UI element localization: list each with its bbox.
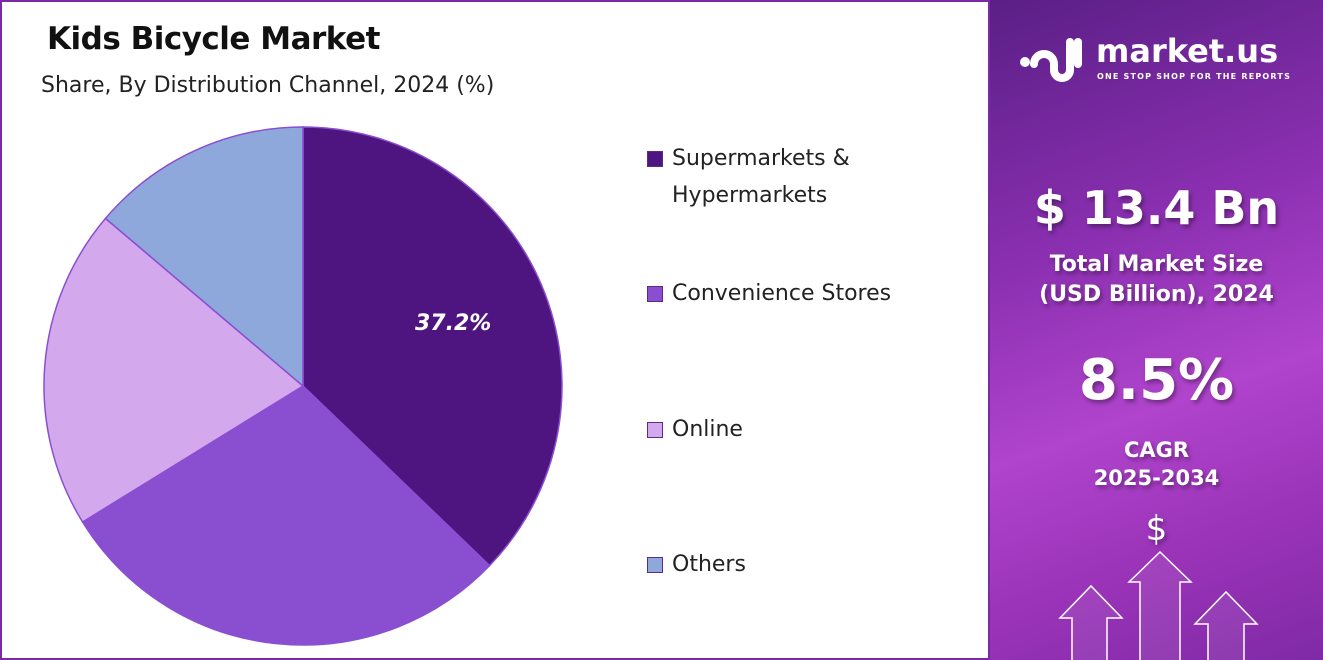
- cagr-period: 2025-2034: [1093, 466, 1220, 490]
- legend-item: Convenience Stores: [647, 275, 972, 312]
- chart-panel: Kids Bicycle Market Share, By Distributi…: [0, 0, 990, 660]
- chart-title: Kids Bicycle Market: [47, 21, 380, 57]
- pie-chart: 37.2%: [43, 126, 563, 646]
- stats-panel: market.us ONE STOP SHOP FOR THE REPORTS …: [990, 0, 1323, 660]
- market-size-label: Total Market Size: [1049, 252, 1264, 277]
- dollar-icon: $: [1145, 509, 1168, 549]
- pie-slice: [104, 126, 304, 388]
- legend-label: Supermarkets & Hypermarkets: [672, 146, 850, 208]
- pie-slice: [43, 217, 305, 524]
- legend-swatch: [647, 557, 663, 573]
- legend-item: Supermarkets & Hypermarkets: [647, 140, 882, 214]
- legend-item: Others: [647, 546, 972, 583]
- legend-swatch: [647, 286, 663, 302]
- brand-name: market.us: [1096, 32, 1279, 70]
- pie-slice: [81, 385, 491, 646]
- data-label: 37.2%: [415, 311, 491, 336]
- cagr-label: CAGR: [1123, 438, 1190, 462]
- brand-tagline: ONE STOP SHOP FOR THE REPORTS: [1097, 72, 1292, 81]
- legend-item: Online: [647, 411, 972, 448]
- legend-swatch: [647, 422, 663, 438]
- market-size-label-2: (USD Billion), 2024: [1039, 282, 1274, 307]
- pie-slice: [302, 126, 563, 567]
- chart-subtitle: Share, By Distribution Channel, 2024 (%): [41, 73, 495, 98]
- market-size-value: $ 13.4 Bn: [1033, 181, 1280, 235]
- legend-swatch: [647, 151, 663, 167]
- legend-label: Convenience Stores: [672, 281, 892, 306]
- legend-label: Others: [672, 552, 746, 577]
- cagr-value: 8.5%: [1078, 348, 1235, 413]
- growth-arrows-icon: [1058, 550, 1259, 660]
- market-us-logo-icon: [1020, 38, 1082, 82]
- brand-logo: market.us ONE STOP SHOP FOR THE REPORTS: [1018, 34, 1318, 90]
- legend-label: Online: [672, 417, 743, 442]
